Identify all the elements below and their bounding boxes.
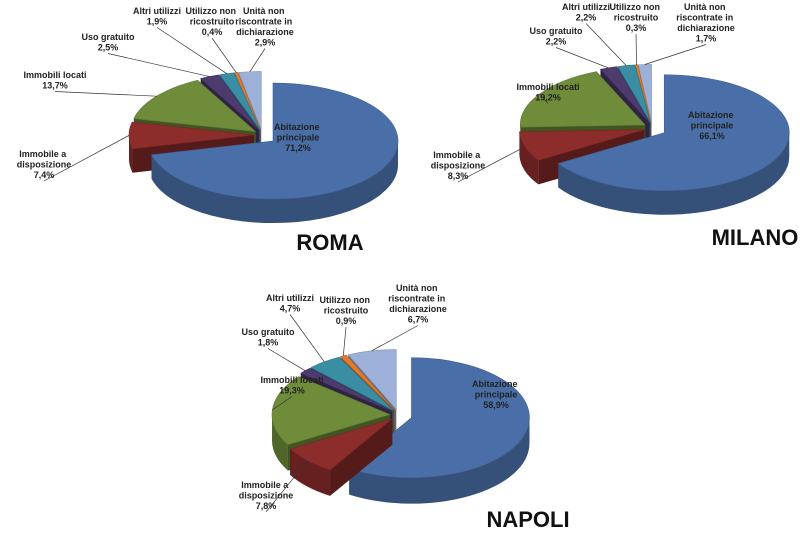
slice-category-label: Altri utilizzi [133, 6, 181, 16]
slice-value-label: 66,1% [699, 131, 725, 141]
pie-slice [289, 418, 393, 496]
slice-value-label: 1,7% [696, 34, 717, 44]
slice-top [151, 82, 399, 200]
slice-top [200, 74, 260, 131]
slice-value-label: 2,5% [98, 43, 119, 53]
slice-top [347, 349, 397, 411]
slice-top [557, 74, 790, 192]
leader-line [107, 53, 210, 77]
leader-line [249, 48, 266, 72]
leader-line [635, 33, 637, 65]
slice-value-label: 71,2% [285, 143, 311, 153]
slice-side [129, 135, 133, 173]
slice-category-label: Utilizzo non ricostruito [186, 6, 239, 27]
slice-top [599, 66, 650, 123]
leader-line [211, 37, 237, 73]
leader-line [272, 396, 293, 411]
leader-line [342, 326, 347, 356]
slice-top [238, 71, 262, 130]
slice-value-label: 1,9% [147, 17, 168, 27]
slice-category-label: Utilizzo non ricostruito [610, 2, 663, 23]
slice-category-label: Unità non riscontrate in dichiarazione [235, 6, 295, 37]
slice-value-label: 19,2% [535, 93, 561, 103]
slice-value-label: 0,4% [202, 27, 223, 37]
pie-slice [151, 82, 399, 224]
chart-title: ROMA [296, 230, 363, 255]
pie-slice [557, 74, 790, 215]
slice-category-label: Abitazione principale [688, 110, 736, 131]
leader-line [585, 23, 627, 66]
slice-category-label: Uso gratuito [242, 327, 296, 337]
chart-title: MILANO [712, 225, 799, 250]
slice-side [349, 417, 530, 504]
slice-value-label: 6,7% [408, 315, 429, 325]
slice-category-label: Immobili locati [260, 375, 323, 385]
leader-line [267, 348, 306, 371]
slice-category-label: Uso gratuito [530, 26, 584, 36]
slice-value-label: 7,8% [256, 501, 277, 511]
slice-top [310, 356, 394, 411]
leader-line [555, 47, 609, 69]
slice-side [519, 131, 539, 185]
leader-line [644, 44, 707, 65]
leader-line [265, 460, 308, 513]
slice-side [272, 414, 288, 471]
slice-category-label: Abitazione principale [472, 379, 520, 400]
chart-title: NAPOLI [486, 507, 569, 532]
slice-value-label: 58,9% [483, 400, 509, 410]
slice-value-label: 1,8% [258, 338, 279, 348]
slice-side [290, 449, 331, 496]
slice-category-label: Abitazione principale [274, 122, 322, 143]
slice-top [519, 129, 645, 161]
slice-value-label: 4,7% [280, 304, 301, 314]
slice-category-label: Uso gratuito [82, 32, 136, 42]
slice-top [128, 121, 255, 150]
slice-value-label: 13,7% [42, 81, 68, 91]
slice-category-label: Immobile a disposizione [239, 480, 294, 501]
leader-line [539, 93, 549, 104]
leader-line [371, 325, 419, 352]
leader-line [289, 314, 325, 362]
slice-side [151, 141, 399, 224]
slice-side [558, 132, 790, 215]
slice-top [271, 376, 391, 445]
leader-line [457, 146, 526, 183]
slice-category-label: Immobile a disposizione [17, 149, 72, 170]
slice-top [348, 357, 530, 478]
leader-line [156, 27, 228, 74]
slice-category-label: Utilizzo non ricostruito [320, 295, 373, 316]
slice-category-label: Altri utilizzi [562, 2, 610, 12]
slice-category-label: Altri utilizzi [266, 293, 314, 303]
slice-top [289, 418, 393, 471]
slice-value-label: 0,3% [626, 23, 647, 33]
slice-value-label: 0,9% [336, 316, 357, 326]
slice-top [133, 79, 257, 132]
slice-category-label: Immobili locati [23, 70, 86, 80]
slice-category-label: Unità non riscontrate in dichiarazione [388, 283, 448, 314]
pie-slice [348, 357, 530, 504]
leader-line [54, 91, 157, 97]
slice-value-label: 8,3% [448, 171, 469, 181]
slice-value-label: 2,2% [546, 37, 567, 47]
slice-category-label: Immobili locati [516, 82, 579, 92]
slice-value-label: 19,3% [279, 386, 305, 396]
slice-top [234, 72, 261, 130]
leader-line [43, 135, 130, 182]
slice-category-label: Unità non riscontrate in dichiarazione [676, 2, 736, 33]
slice-value-label: 2,9% [255, 38, 276, 48]
slice-category-label: Immobile a disposizione [431, 150, 486, 171]
slice-value-label: 7,4% [34, 170, 55, 180]
slice-value-label: 2,2% [576, 13, 597, 23]
